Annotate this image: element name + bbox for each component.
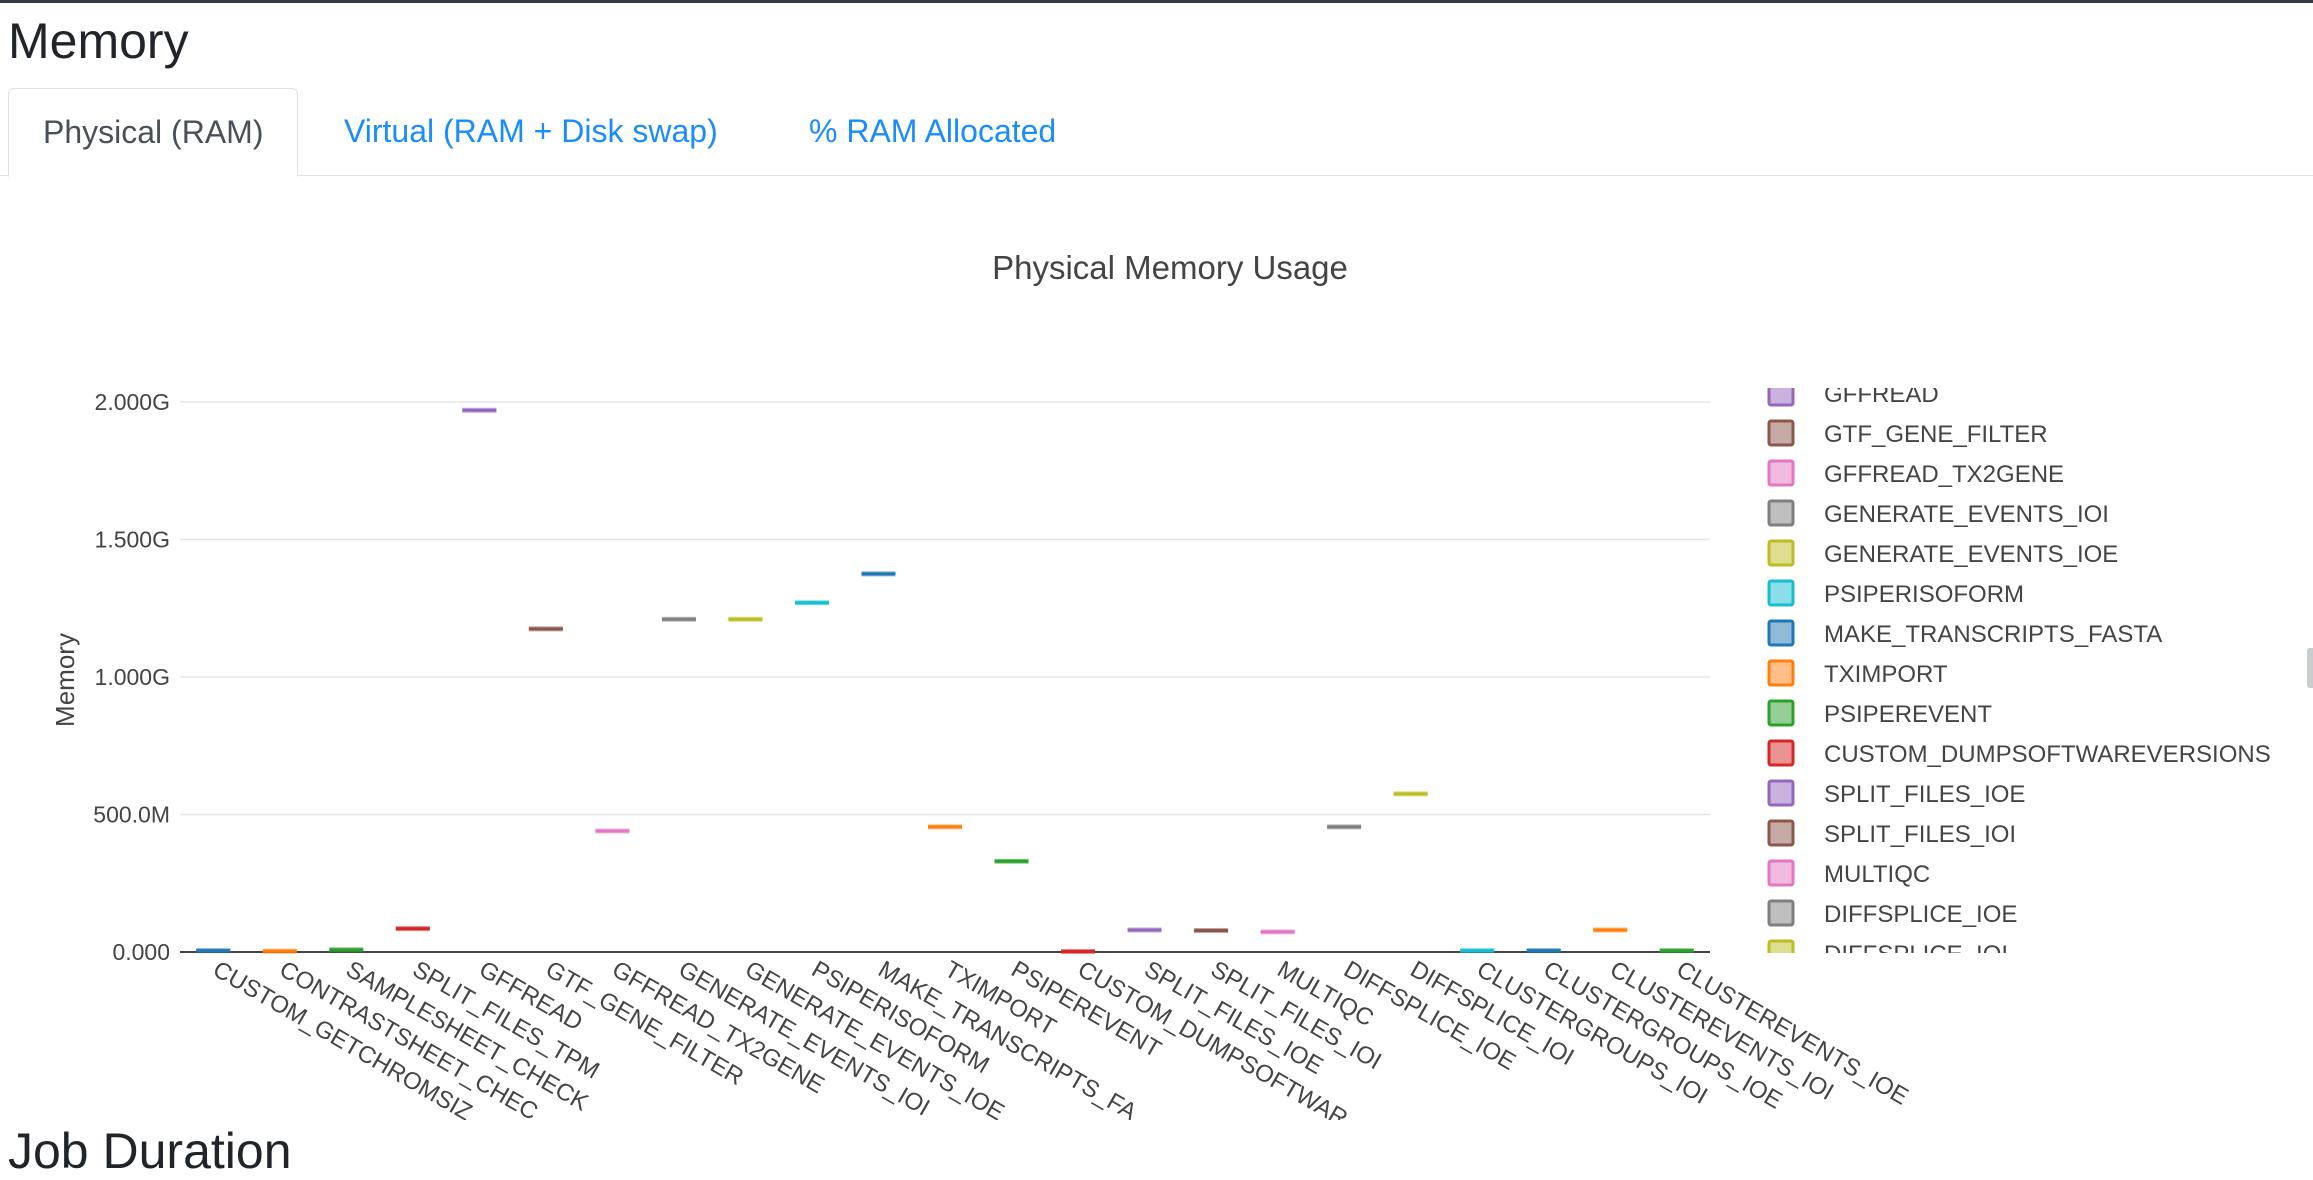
legend-label: MULTIQC [1824, 861, 1930, 888]
legend-item-generate-events-ioi[interactable]: GENERATE_EVENTS_IOI [1767, 499, 2109, 528]
legend-label: TXIMPORT [1824, 661, 1948, 688]
legend-swatch [1767, 419, 1795, 447]
legend-item-custom-dumpsoftwareversions[interactable]: CUSTOM_DUMPSOFTWAREVERSIONS [1767, 739, 2271, 768]
legend-item-psiperevent[interactable]: PSIPEREVENT [1767, 699, 1992, 728]
legend-item-gffread-tx2gene[interactable]: GFFREAD_TX2GENE [1767, 459, 2064, 488]
legend-item-tximport[interactable]: TXIMPORT [1767, 659, 1948, 688]
legend-label: GENERATE_EVENTS_IOE [1824, 541, 2118, 568]
legend-swatch [1767, 859, 1795, 887]
box-series [196, 407, 1694, 954]
scroll-handle[interactable] [2307, 648, 2313, 688]
legend-swatch [1767, 388, 1795, 407]
legend-swatch [1767, 699, 1795, 727]
legend-swatch [1767, 459, 1795, 487]
legend: GFFREAD GTF_GENE_FILTER GFFREAD_TX2GENE GEN… [1767, 381, 2271, 968]
legend-swatch [1767, 739, 1795, 767]
legend-label: GENERATE_EVENTS_IOI [1824, 501, 2109, 528]
chart-title: Physical Memory Usage [992, 249, 1348, 286]
legend-item-multiqc[interactable]: MULTIQC [1767, 859, 1930, 888]
legend-swatch [1767, 779, 1795, 807]
legend-label: GFFREAD_TX2GENE [1824, 461, 2064, 488]
legend-label: CUSTOM_DUMPSOFTWAREVERSIONS [1824, 741, 2271, 768]
legend-item-diffsplice-ioi[interactable]: DIFFSPLICE_IOI [1767, 939, 2008, 968]
clipped-previous-section [0, 0, 2313, 16]
legend-swatch [1767, 659, 1795, 687]
legend-swatch [1767, 939, 1795, 953]
legend-item-gffread[interactable]: GFFREAD [1767, 381, 1939, 408]
tab-virtual-ram-disk-swap[interactable]: Virtual (RAM + Disk swap) [344, 113, 718, 149]
y-tick-label: 0.000 [112, 939, 170, 965]
y-tick-label: 1.500G [95, 527, 170, 553]
legend-item-generate-events-ioe[interactable]: GENERATE_EVENTS_IOE [1767, 539, 2118, 568]
legend-swatch [1767, 899, 1795, 927]
legend-label: GTF_GENE_FILTER [1824, 421, 2048, 448]
physical-memory-chart: Physical Memory Usage Memory 0.000 500.0M… [50, 249, 2271, 1120]
legend-swatch [1767, 539, 1795, 567]
legend-swatch [1767, 819, 1795, 847]
legend-item-psiperisoform[interactable]: PSIPERISOFORM [1767, 579, 2024, 608]
legend-label: PSIPEREVENT [1824, 701, 1992, 728]
y-tick-label: 1.000G [95, 664, 170, 690]
tab-percent-ram-allocated[interactable]: % RAM Allocated [809, 113, 1057, 149]
legend-item-split-files-ioe[interactable]: SPLIT_FILES_IOE [1767, 779, 2025, 808]
legend-label: PSIPERISOFORM [1824, 581, 2024, 608]
job-duration-section-title: Job Duration [8, 1123, 292, 1179]
y-tick-label: 500.0M [93, 802, 170, 828]
x-tick-labels: CUSTOM_GETCHROMSIZCONTRASTSHEET_CHECSAMP… [208, 956, 1913, 1120]
legend-item-diffsplice-ioe[interactable]: DIFFSPLICE_IOE [1767, 899, 2017, 928]
grid-lines [180, 401, 1710, 953]
legend-label: SPLIT_FILES_IOE [1824, 781, 2025, 808]
top-border [0, 0, 2313, 3]
y-tick-labels: 0.000 500.0M 1.000G 1.500G 2.000G [93, 389, 170, 965]
legend-label: GFFREAD [1824, 381, 1939, 408]
legend-item-split-files-ioi[interactable]: SPLIT_FILES_IOI [1767, 819, 2016, 848]
legend-label: DIFFSPLICE_IOE [1824, 901, 2017, 928]
y-tick-label: 2.000G [95, 389, 170, 415]
memory-section-title: Memory [8, 13, 189, 69]
y-axis-label: Memory [50, 633, 80, 727]
legend-swatch [1767, 619, 1795, 647]
legend-item-make-transcripts-fasta[interactable]: MAKE_TRANSCRIPTS_FASTA [1767, 619, 2162, 648]
memory-tab-bar: Physical (RAM) Virtual (RAM + Disk swap)… [0, 88, 2313, 177]
legend-swatch [1767, 579, 1795, 607]
legend-swatch [1767, 499, 1795, 527]
legend-label: SPLIT_FILES_IOI [1824, 821, 2016, 848]
tab-physical-ram[interactable]: Physical (RAM) [8, 88, 299, 177]
legend-label: DIFFSPLICE_IOI [1824, 941, 2008, 968]
legend-label: MAKE_TRANSCRIPTS_FASTA [1824, 621, 2162, 648]
legend-item-gtf-gene-filter[interactable]: GTF_GENE_FILTER [1767, 419, 2048, 448]
